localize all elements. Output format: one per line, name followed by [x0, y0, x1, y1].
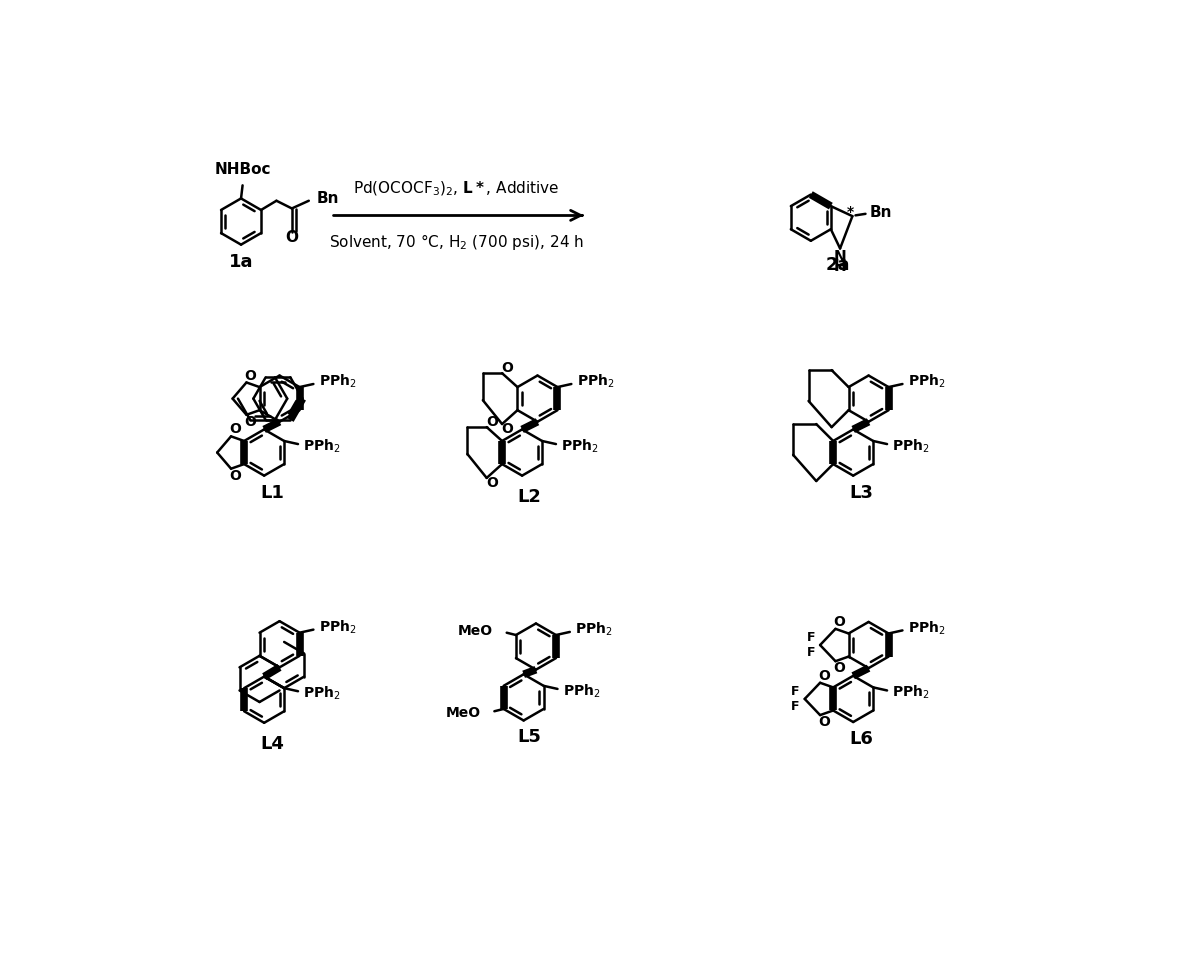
Text: O: O [818, 715, 830, 729]
Text: O: O [228, 423, 240, 436]
Text: Pd(OCOCF$_3$)$_2$, $\mathbf{L*}$, Additive: Pd(OCOCF$_3$)$_2$, $\mathbf{L*}$, Additi… [353, 180, 560, 198]
Text: F: F [806, 646, 816, 659]
Text: PPh$_2$: PPh$_2$ [576, 373, 615, 391]
Text: O: O [501, 361, 513, 375]
Text: F: F [792, 700, 800, 713]
Text: PPh$_2$: PPh$_2$ [892, 438, 930, 455]
Text: PPh$_2$: PPh$_2$ [319, 619, 356, 636]
Text: *: * [847, 205, 854, 220]
Text: L2: L2 [518, 488, 542, 506]
Text: PPh$_2$: PPh$_2$ [319, 373, 356, 391]
Text: PPh$_2$: PPh$_2$ [304, 438, 341, 455]
Text: NHBoc: NHBoc [214, 161, 270, 177]
Text: PPh$_2$: PPh$_2$ [892, 684, 930, 701]
Text: O: O [834, 615, 846, 629]
Text: Bn: Bn [317, 190, 338, 206]
Text: O: O [486, 415, 498, 428]
Text: L6: L6 [849, 730, 873, 747]
Text: O: O [834, 661, 846, 675]
Text: O: O [501, 423, 513, 436]
Text: O: O [244, 368, 256, 383]
Text: O: O [818, 669, 830, 683]
Text: PPh$_2$: PPh$_2$ [908, 373, 945, 391]
Text: H: H [834, 259, 847, 275]
Text: O: O [228, 469, 240, 483]
Text: L5: L5 [518, 728, 542, 747]
Text: PPh$_2$: PPh$_2$ [304, 685, 341, 702]
Text: O: O [244, 415, 256, 428]
Text: Bn: Bn [869, 205, 892, 220]
Text: F: F [792, 685, 800, 698]
Text: MeO: MeO [458, 624, 493, 638]
Text: PPh$_2$: PPh$_2$ [575, 621, 612, 638]
Text: L4: L4 [260, 735, 283, 753]
Text: N: N [834, 250, 847, 265]
Text: O: O [286, 230, 298, 246]
Text: F: F [806, 630, 816, 644]
Text: Solvent, 70 $\degree$C, H$_2$ (700 psi), 24 h: Solvent, 70 $\degree$C, H$_2$ (700 psi),… [329, 232, 584, 252]
Text: 1a: 1a [228, 252, 254, 271]
Text: PPh$_2$: PPh$_2$ [561, 438, 599, 455]
Text: O: O [486, 477, 498, 490]
Text: PPh$_2$: PPh$_2$ [908, 620, 945, 637]
Text: PPh$_2$: PPh$_2$ [563, 683, 600, 700]
Text: L3: L3 [849, 484, 873, 502]
Text: MeO: MeO [445, 706, 481, 719]
Text: 2a: 2a [825, 256, 850, 275]
Text: L1: L1 [260, 484, 283, 502]
